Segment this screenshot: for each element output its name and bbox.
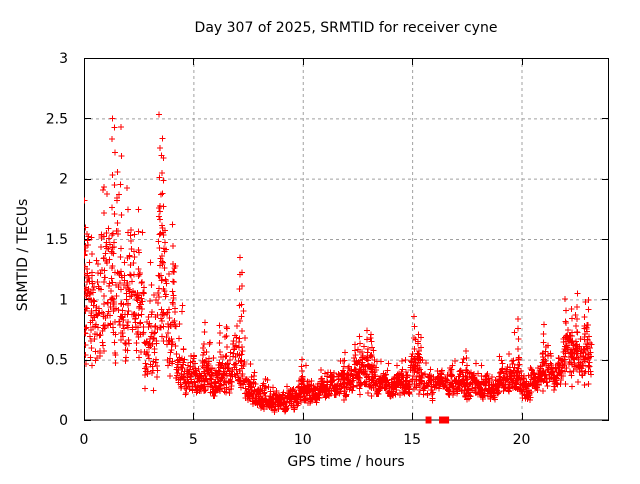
x-tick-label: 0 (80, 432, 89, 448)
x-axis-label: GPS time / hours (287, 454, 404, 470)
y-tick-label: 3 (59, 51, 68, 67)
x-tick-label: 20 (513, 432, 531, 448)
x-tick-labels: 0 5 10 15 20 (80, 432, 531, 448)
chart-title: Day 307 of 2025, SRMTID for receiver cyn… (195, 20, 498, 36)
y-axis-label: SRMTID / TECUs (15, 199, 31, 312)
y-tick-label: 0.5 (46, 353, 68, 369)
y-tick-label: 1 (59, 292, 68, 308)
data-gap-markers (425, 416, 450, 424)
y-tick-labels: 0 0.5 1 1.5 2 2.5 3 (46, 51, 68, 429)
x-tick-label: 10 (294, 432, 312, 448)
y-tick-label: 2.5 (46, 111, 68, 127)
y-tick-label: 0 (59, 413, 68, 429)
plot-border (84, 58, 609, 421)
data-points (84, 111, 595, 415)
data-gap-square (425, 416, 432, 424)
y-tick-label: 2 (59, 172, 68, 188)
y-tick-label: 1.5 (46, 232, 68, 248)
x-tick-label: 15 (403, 432, 421, 448)
data-gap-square (439, 416, 450, 424)
x-tick-label: 5 (189, 432, 198, 448)
